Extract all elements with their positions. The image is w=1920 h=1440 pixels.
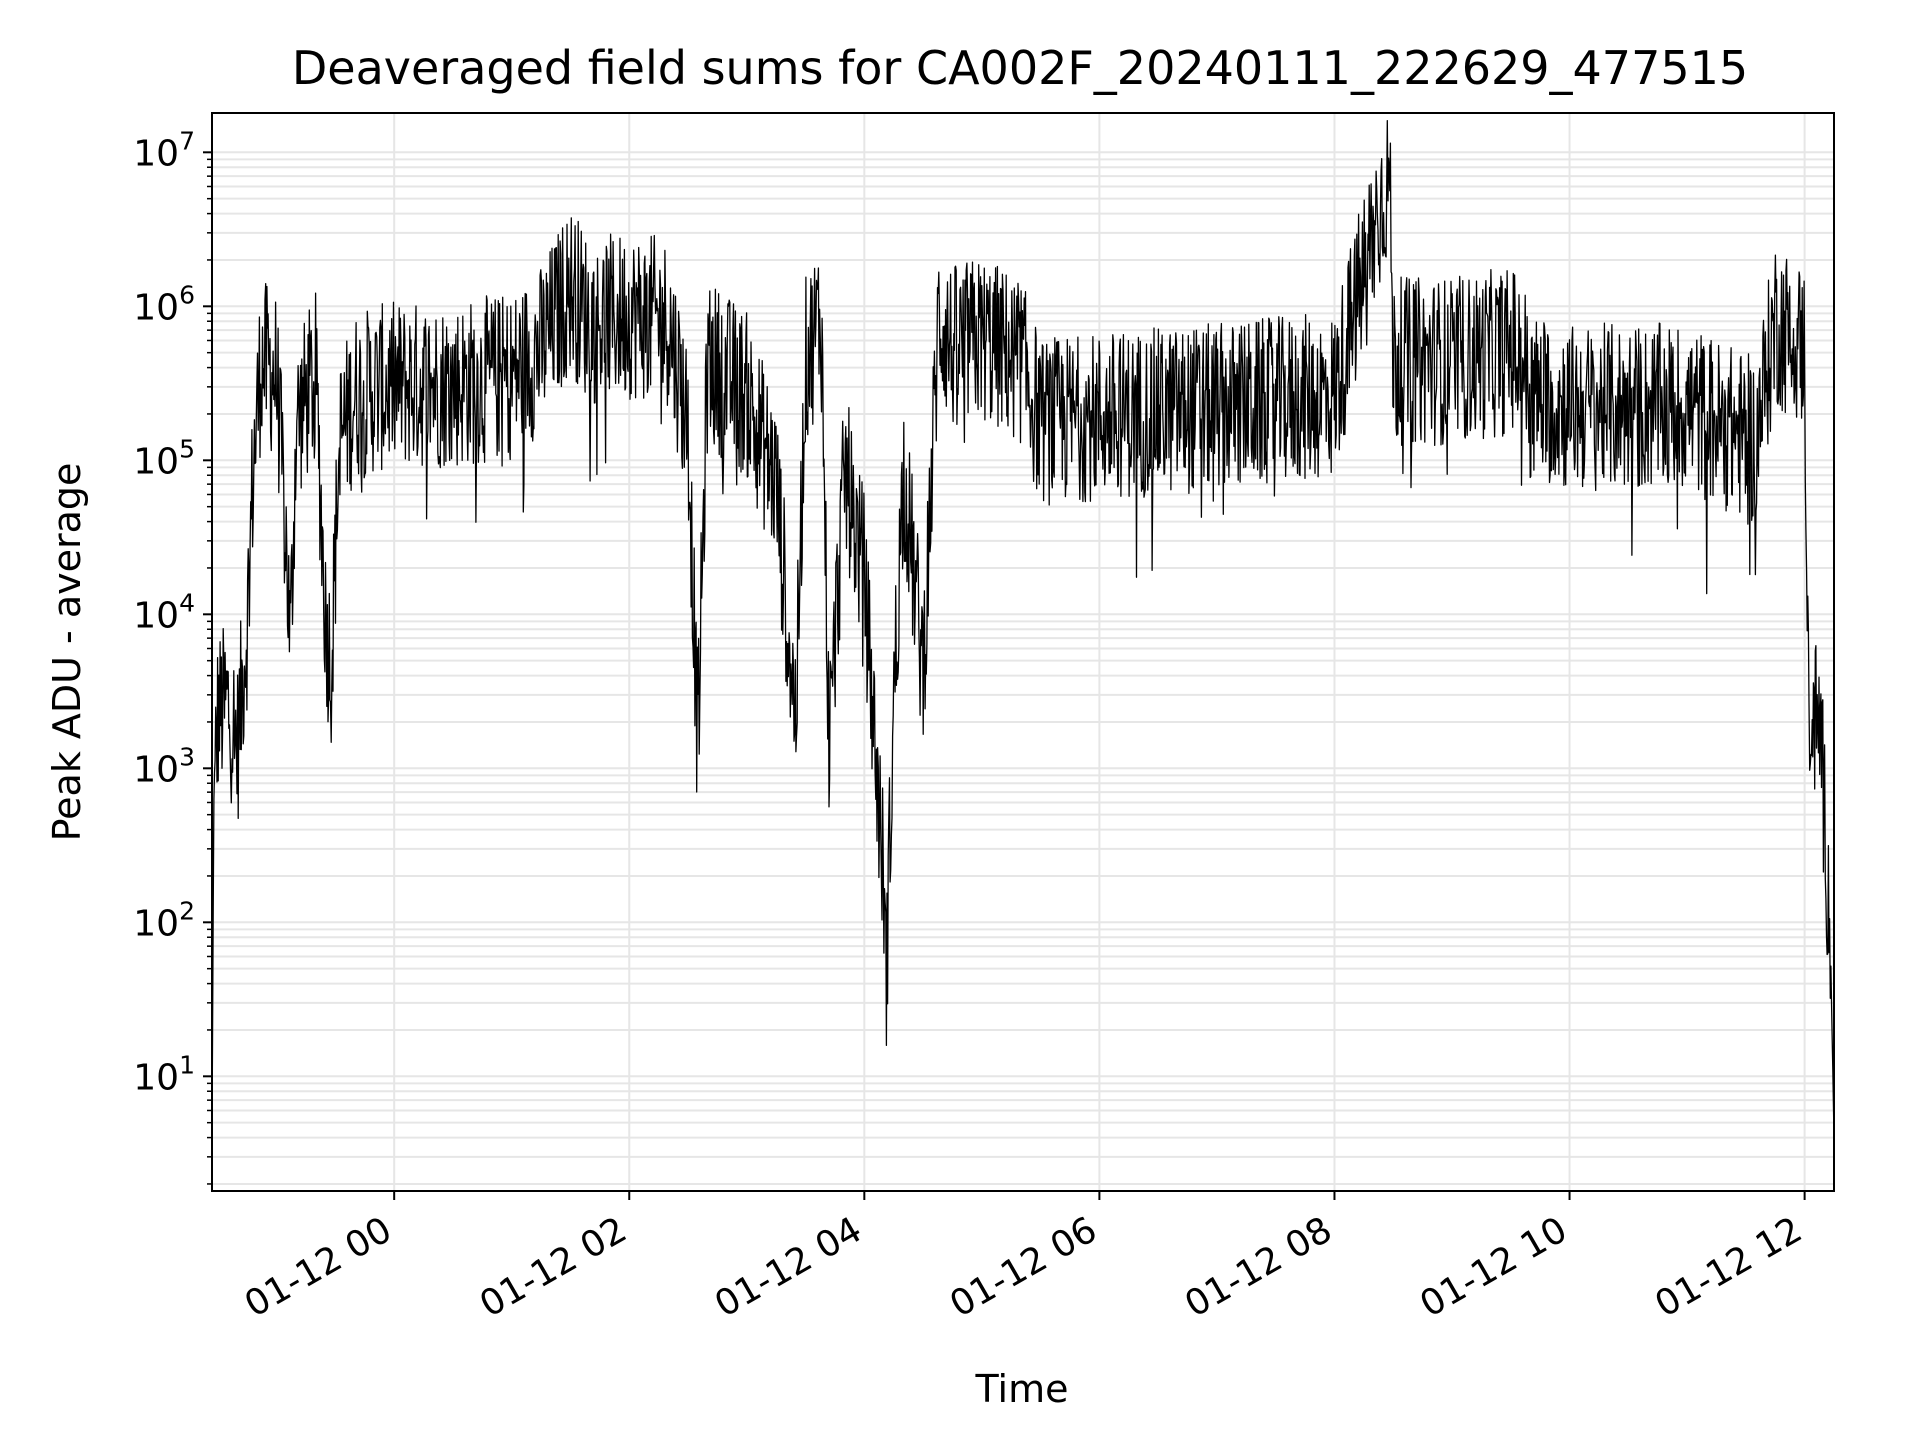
y-tick-label: 101 (133, 1050, 195, 1098)
y-tick-label: 103 (133, 742, 195, 790)
y-tick-label: 102 (133, 896, 195, 944)
y-tick-label: 106 (133, 280, 195, 328)
plot-frame (211, 112, 1835, 1192)
y-tick-label: 107 (133, 126, 195, 174)
y-minor-ticks (207, 158, 212, 1185)
series-line (211, 120, 1835, 1138)
x-axis-label: Time (975, 1367, 1069, 1411)
y-axis-ticks: 101 102 103 104 105 106 107 (133, 126, 212, 1098)
y-tick-label: 105 (133, 434, 195, 482)
y-axis-label: Peak ADU - average (45, 463, 89, 842)
chart-title: Deaveraged field sums for CA002F_2024011… (292, 41, 1748, 95)
y-tick-label: 104 (133, 588, 195, 636)
